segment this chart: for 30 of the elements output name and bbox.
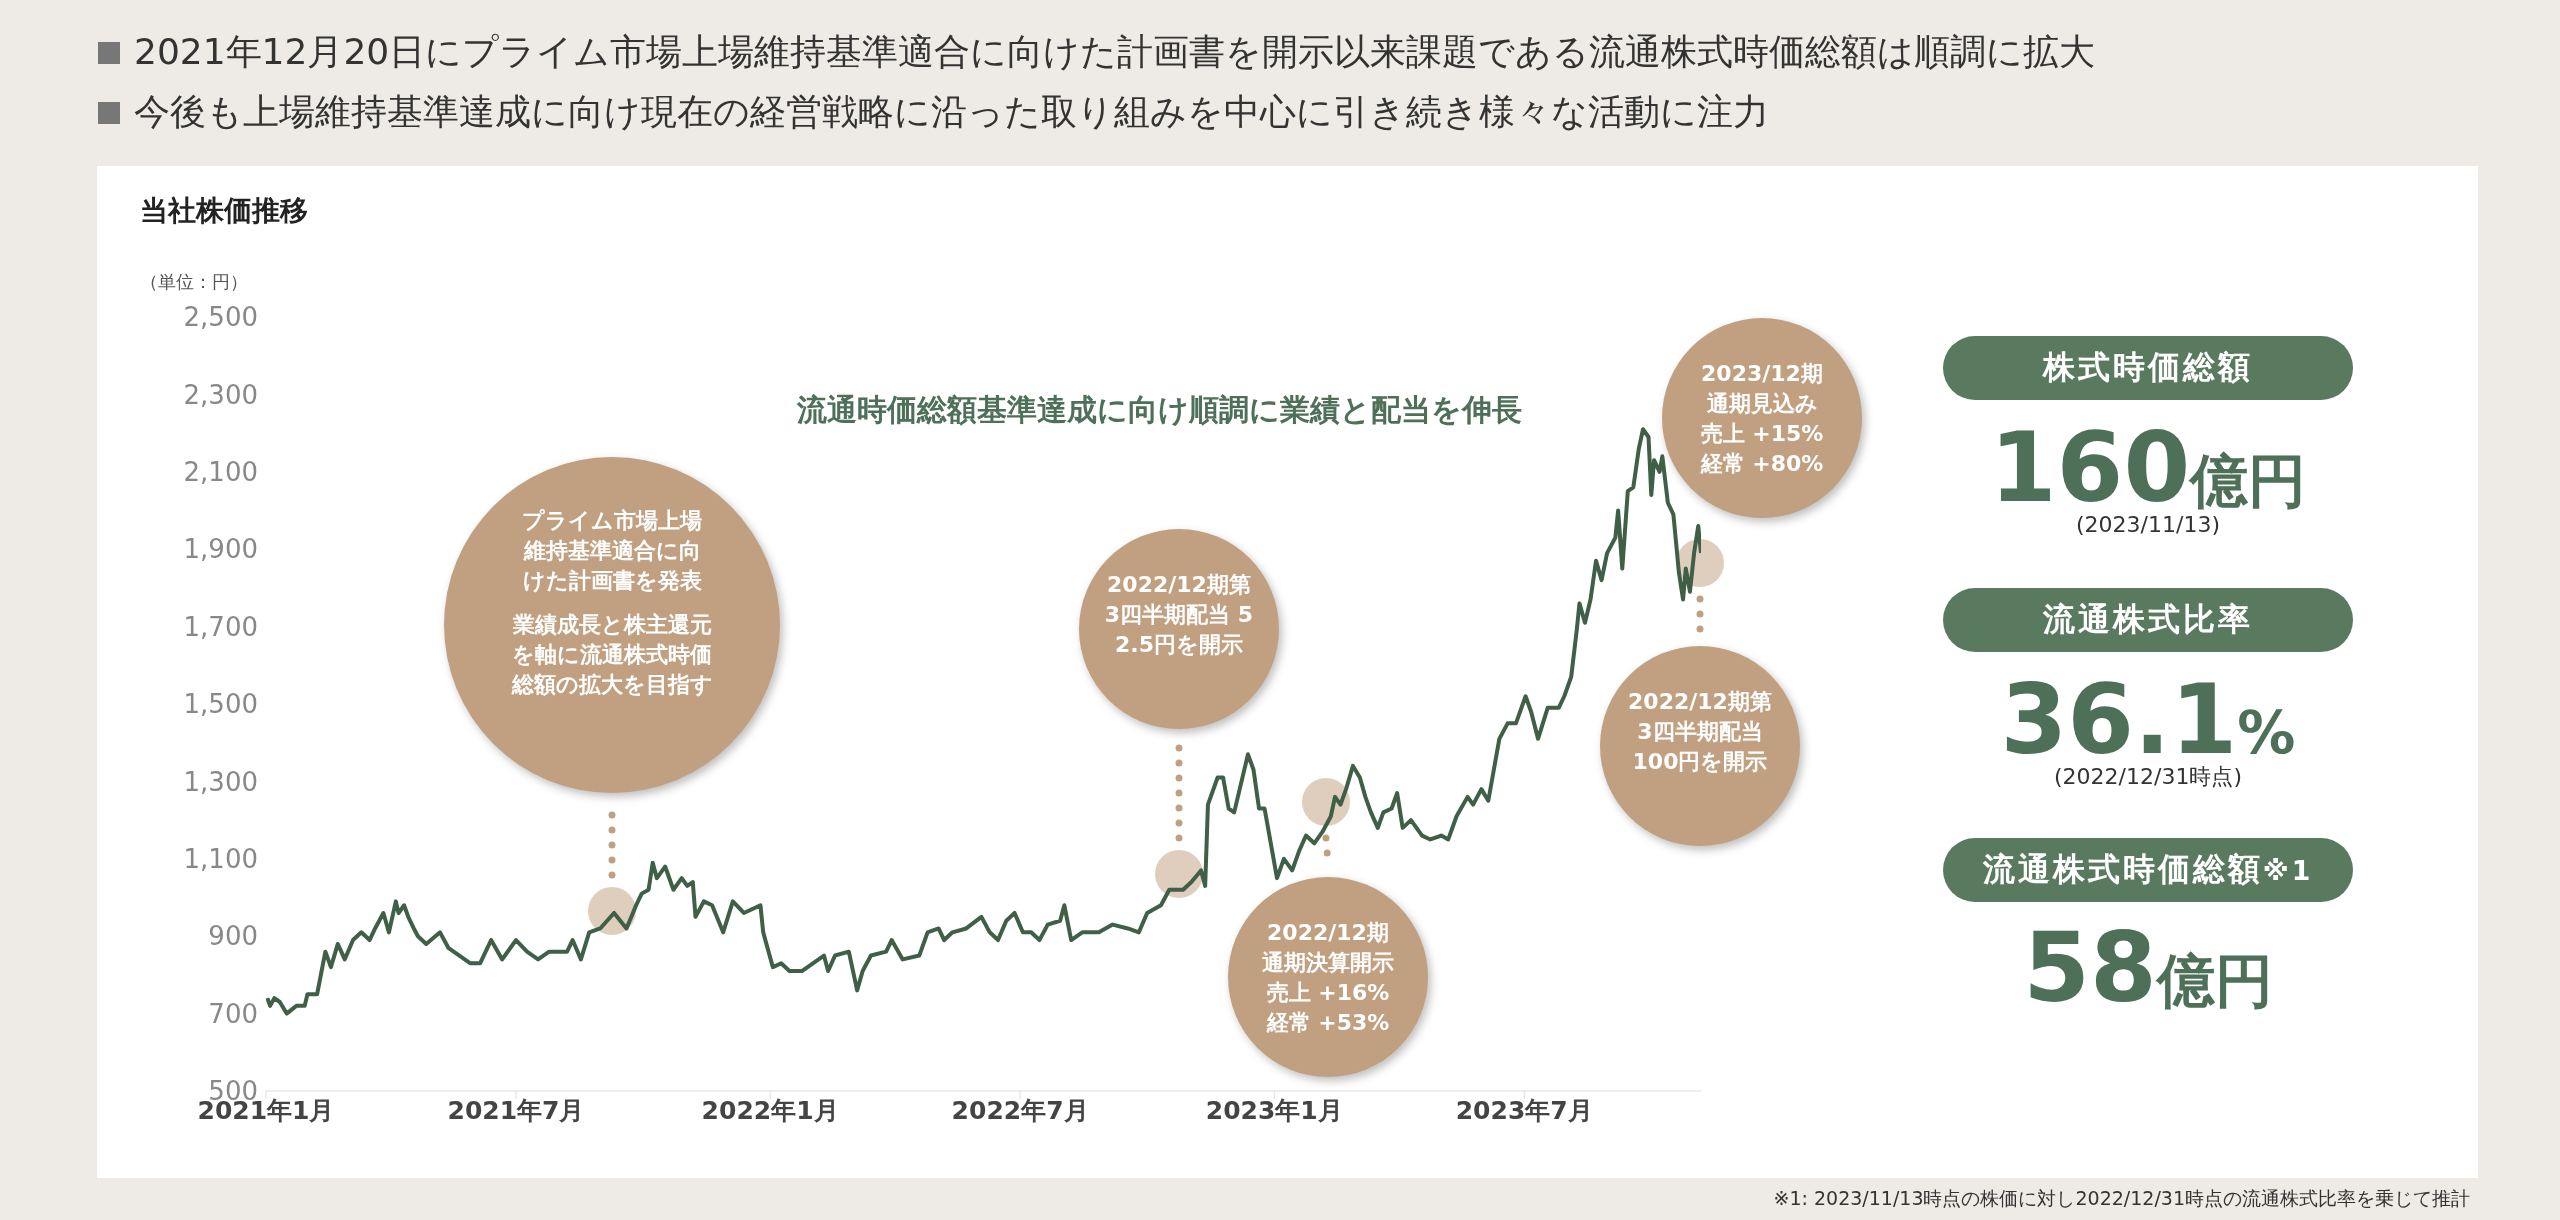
annotation: 流通時価総額基準達成に向け順調に業績と配当を伸長 (796, 391, 1522, 429)
y-tick-label: 700 (208, 998, 258, 1029)
y-tick-label: 1,300 (183, 766, 258, 797)
y-axis-title: （単位：円） (140, 270, 248, 294)
x-tick-label: 2022年1月 (701, 1095, 839, 1125)
text: 2021年12月20日にプライム市場上場維持基準適合に向けた計画書を開示以来課題である流通株式時価総額は順調に拡大 (134, 30, 2096, 74)
y-tick-label: 1,900 (183, 534, 258, 565)
annotation: 2022/12期第3四半期配当 100円を開示 (1627, 688, 1773, 776)
y-tick-label: 1,500 (183, 689, 258, 720)
annotation: 2023/12期通期見込み売上 +15%経常 +80% (1699, 360, 1825, 478)
y-tick-label: 2,300 (183, 379, 258, 410)
y-tick-label: 1,100 (183, 844, 258, 875)
annotation: 2022/12期通期決算開示売上 +16%経常 +53% (1261, 919, 1395, 1037)
x-tick-label: 2023年7月 (1455, 1095, 1593, 1125)
text: 株式時価総額 (1943, 336, 2353, 400)
x-tick-label: 2022年7月 (951, 1095, 1089, 1125)
y-tick-label: 1,700 (183, 611, 258, 642)
annotation: プライム市場上場維持基準適合に向けた計画書を発表 (521, 507, 703, 595)
y-tick-label: 2,500 (183, 302, 258, 333)
annotation: 業績成長と株主還元を軸に流通株式時価総額の拡大を目指す (510, 611, 714, 699)
x-tick-label: 2023年1月 (1205, 1095, 1343, 1125)
annotation: 2022/12期第3四半期配当 52.5円を開示 (1104, 571, 1254, 659)
y-tick-label: 2,100 (183, 457, 258, 488)
chart-title: 当社株価推移 (140, 193, 308, 229)
text: 今後も上場維持基準達成に向け現在の経営戦略に沿った取り組みを中心に引き続き様々な活動に注力 (134, 90, 1769, 134)
x-tick-label: 2021年7月 (447, 1095, 585, 1125)
text: 流通株式比率 (1943, 588, 2353, 652)
text: ※1: 2023/11/13時点の株価に対し2022/12/31時点の流通株式比率を乗じて推計 (1773, 1186, 2470, 1211)
y-tick-label: 900 (208, 921, 258, 952)
text: 58億円 (2023, 912, 2273, 1024)
